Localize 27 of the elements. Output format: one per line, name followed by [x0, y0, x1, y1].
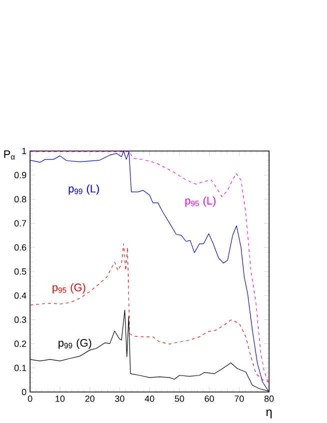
line-series [30, 243, 269, 382]
text: p$_{99}$ (L) [68, 184, 99, 195]
series-label: p$_{95}$ (G) [52, 283, 86, 294]
y-tick-label: 0.1 [14, 364, 26, 372]
y-tick-label: 0.5 [14, 268, 26, 275]
x-axis-title: η [266, 410, 272, 418]
y-tick-label: 0.8 [14, 196, 26, 202]
x-tick-label: 80 [264, 396, 274, 402]
series-label: p$_{95}$ (L) [185, 196, 216, 207]
y-tick-label: 0.6 [14, 244, 26, 251]
series-label: p$_{99}$ (G) [58, 338, 92, 349]
x-tick-label: 30 [115, 396, 124, 402]
x-tick-label: 10 [56, 396, 65, 402]
y-tick-label: 0 [22, 388, 26, 396]
x-tick-label: 50 [174, 396, 184, 402]
y-axis-title: P$_{α}$ [4, 150, 15, 160]
x-tick-label: 60 [204, 396, 214, 402]
y-tick-label: 0.2 [14, 340, 26, 347]
y-tick-label: 0.9 [14, 172, 26, 178]
y-tick-label: 0.7 [14, 220, 26, 226]
y-tick-label: 1 [22, 148, 26, 154]
y-tick-label: 0.4 [14, 292, 26, 299]
x-tick-label: 0 [28, 396, 32, 402]
x-tick-label: 40 [144, 396, 154, 402]
x-tick-label: 70 [234, 396, 244, 402]
x-tick-label: 20 [85, 396, 94, 402]
y-tick-label: 0.3 [14, 316, 26, 323]
